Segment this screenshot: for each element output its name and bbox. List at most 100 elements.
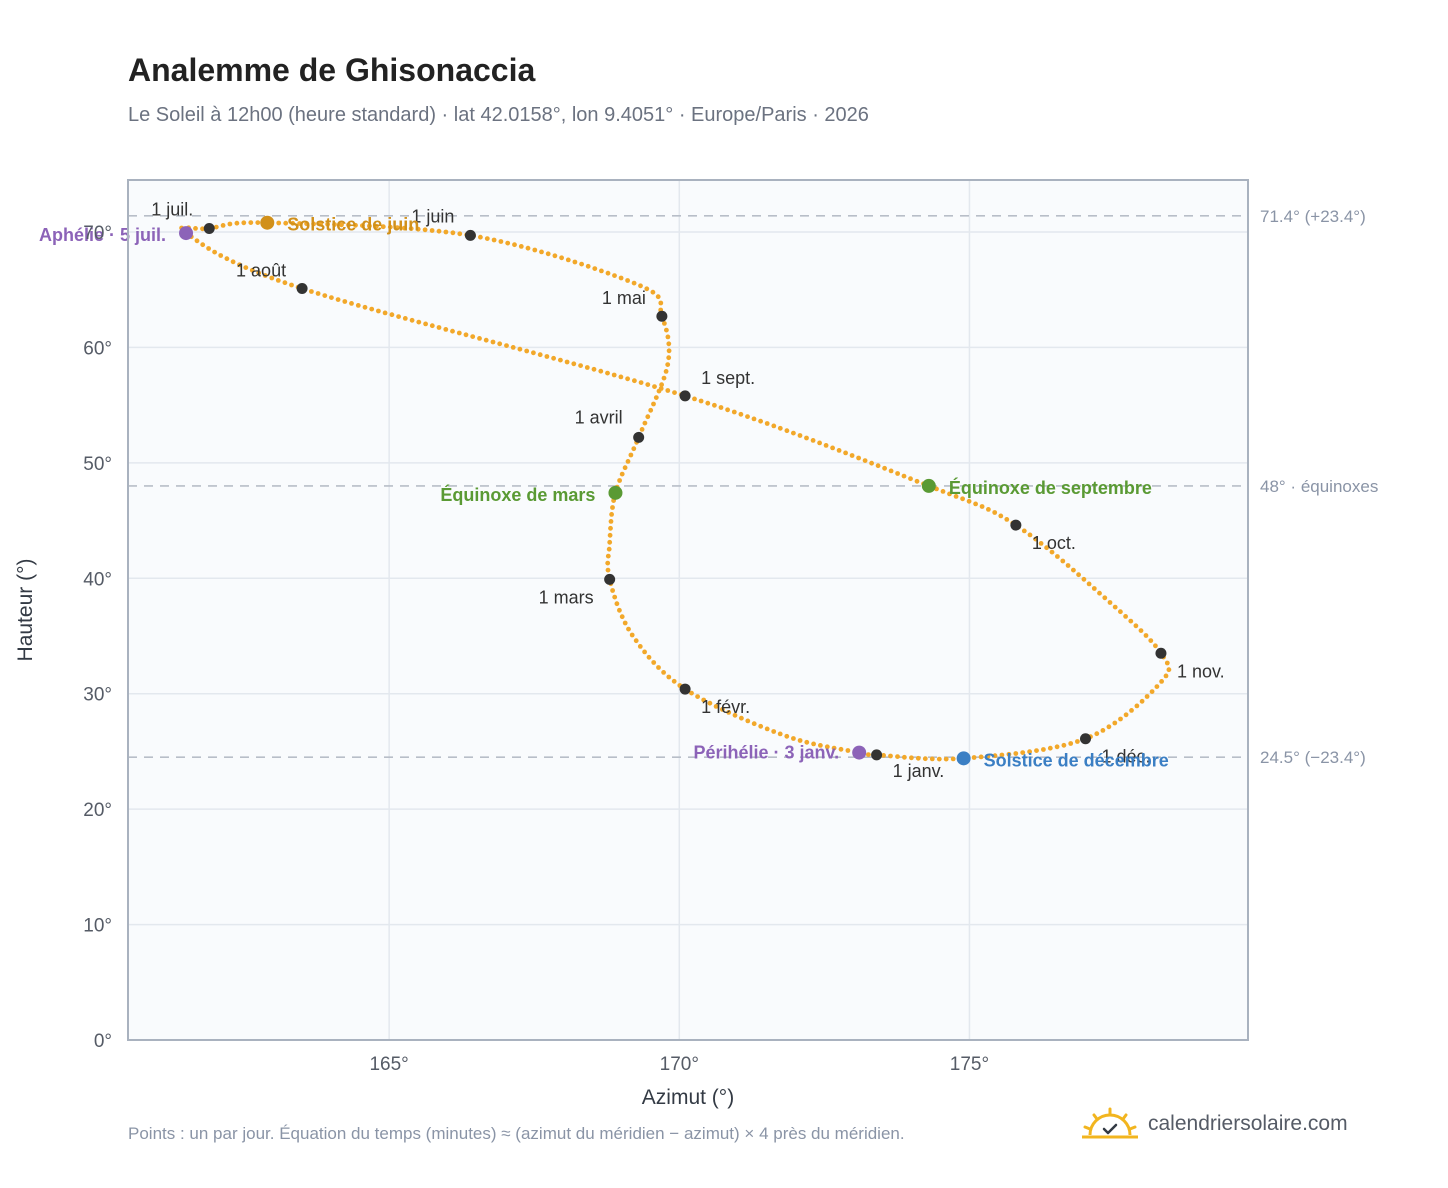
daily-sun-point (619, 614, 625, 620)
daily-sun-point (731, 409, 737, 415)
daily-sun-point (811, 741, 816, 747)
daily-sun-point (777, 425, 783, 431)
daily-sun-point (1081, 576, 1087, 582)
daily-sun-point (552, 253, 558, 259)
daily-sun-point (416, 319, 422, 325)
daily-sun-point (862, 458, 868, 463)
daily-sun-point (498, 239, 504, 244)
monthly-points: 1 janv. 1 févr. 1 mars 1 avril 1 mai 1 juin 1 … (151, 199, 1224, 780)
daily-sun-point (638, 380, 644, 385)
daily-sun-point (387, 224, 393, 230)
daily-sun-point (902, 754, 907, 760)
daily-sun-point (915, 755, 921, 761)
daily-sun-point (651, 401, 656, 407)
daily-sun-point (206, 246, 212, 251)
event-point (852, 745, 867, 760)
daily-sun-point (525, 245, 531, 251)
daily-sun-point (193, 226, 198, 231)
daily-sun-point (751, 416, 757, 422)
daily-sun-point (1049, 549, 1055, 555)
daily-sun-point (325, 221, 330, 227)
daily-sun-point (992, 510, 998, 515)
daily-sun-point (436, 228, 442, 234)
daily-sun-point (1054, 744, 1060, 750)
daily-sun-point (777, 731, 783, 737)
daily-sun-point (666, 674, 672, 680)
daily-sun-point (401, 225, 407, 231)
daily-sun-point (349, 301, 354, 306)
brand-name: calendriersolaire.com (1148, 1112, 1348, 1135)
daily-sun-point (311, 221, 316, 227)
daily-sun-point (784, 733, 790, 739)
event-label: Solstice de décembre (984, 750, 1169, 770)
daily-sun-point (249, 267, 255, 273)
daily-sun-point (262, 273, 268, 278)
daily-sun-point (559, 255, 564, 261)
daily-sun-point (369, 306, 375, 312)
daily-sun-point (725, 407, 730, 413)
y-tick-label: 0° (94, 1031, 112, 1052)
daily-sun-point (651, 660, 657, 665)
daily-sun-point (380, 224, 386, 230)
daily-sun-point (564, 359, 570, 365)
daily-sun-point (607, 532, 613, 538)
daily-sun-point (838, 746, 844, 752)
daily-sun-point (645, 414, 651, 420)
daily-sun-point (463, 332, 469, 338)
daily-sun-point (771, 729, 777, 734)
daily-sun-point (578, 363, 583, 368)
y-tick-label: 20° (83, 800, 112, 821)
daily-sun-point (269, 275, 275, 281)
daily-sun-point (456, 330, 462, 336)
daily-sun-point (629, 632, 635, 638)
daily-sun-point (619, 471, 625, 477)
axis-ticks: 0° 10° 20° 30° 40° 50° 60° 70° 165° 170° 175° (83, 223, 989, 1075)
daily-sun-point (255, 220, 261, 226)
daily-sun-point (450, 328, 455, 334)
daily-sun-point (1107, 600, 1113, 605)
daily-sun-point (1071, 567, 1076, 573)
daily-sun-point (718, 405, 724, 410)
daily-sun-point (617, 607, 622, 613)
daily-sun-point (1097, 590, 1102, 596)
month-point (656, 310, 668, 322)
daily-sun-point (227, 221, 233, 227)
daily-sun-point (823, 443, 829, 448)
daily-sun-point (606, 546, 612, 552)
daily-sun-point (608, 525, 613, 531)
event-label: Aphélie · 5 juil. (39, 225, 166, 245)
daily-sun-point (622, 620, 628, 626)
daily-sun-point (290, 220, 296, 226)
daily-sun-point (1133, 623, 1139, 629)
daily-sun-point (797, 738, 803, 743)
daily-sun-point (1006, 751, 1012, 757)
daily-sun-point (666, 341, 672, 347)
x-tick-label: 170° (660, 1054, 699, 1075)
daily-sun-point (1068, 741, 1074, 746)
daily-sun-point (309, 289, 314, 294)
daily-sun-point (979, 504, 985, 509)
daily-sun-point (895, 754, 900, 759)
daily-sun-point (415, 226, 421, 232)
daily-sun-point (605, 560, 611, 566)
daily-sun-point (608, 519, 614, 524)
daily-sun-point (818, 743, 823, 748)
daily-sun-point (908, 476, 913, 482)
daily-sun-point (1153, 643, 1158, 649)
daily-sun-point (539, 249, 544, 255)
daily-sun-point (318, 221, 323, 227)
daily-sun-point (866, 752, 871, 757)
daily-sun-point (610, 588, 615, 593)
daily-sun-point (875, 463, 881, 469)
daily-sun-point (992, 753, 998, 759)
brand-logo[interactable]: calendriersolaire.com (1082, 1104, 1348, 1144)
daily-sun-point (443, 229, 449, 235)
daily-sun-point (664, 327, 669, 333)
daily-sun-point (524, 348, 530, 354)
daily-sun-point (726, 710, 732, 715)
daily-sun-point (1164, 660, 1170, 666)
daily-sun-point (843, 450, 848, 456)
daily-sun-point (966, 498, 972, 504)
daily-sun-point (831, 745, 837, 751)
daily-sun-point (1013, 751, 1019, 756)
